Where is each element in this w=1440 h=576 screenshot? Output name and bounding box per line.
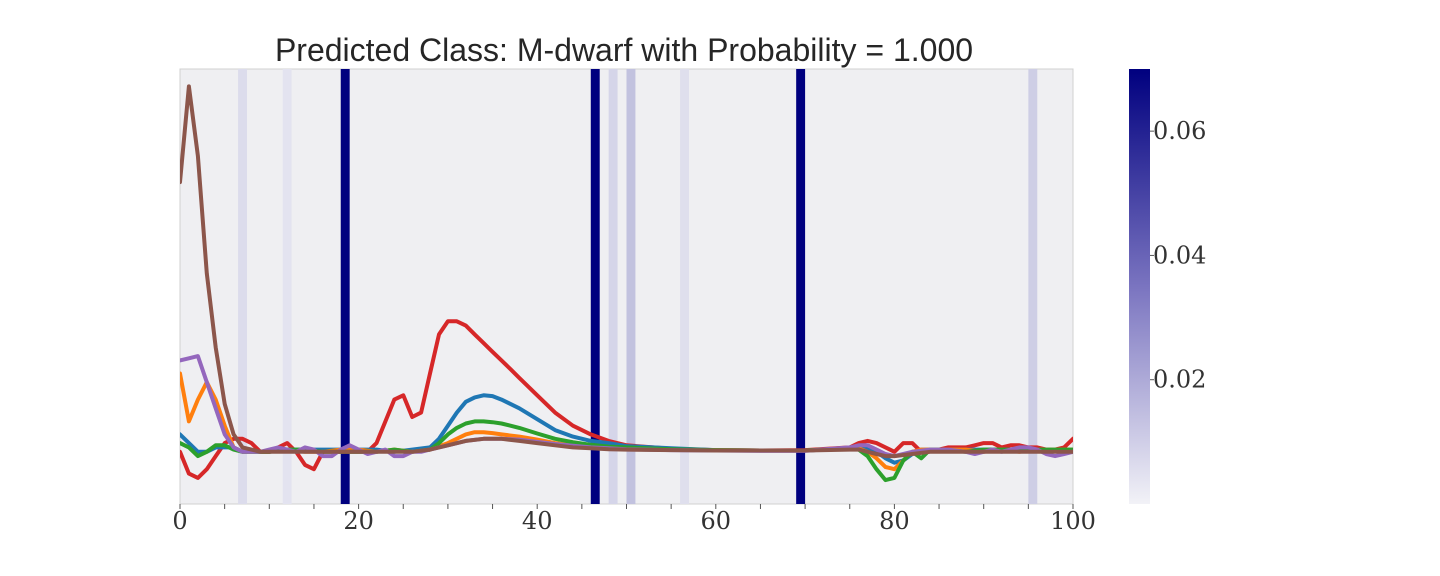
series-line-6: [180, 84, 1073, 459]
attention-band: [1028, 69, 1038, 504]
attention-band: [590, 69, 600, 504]
colorbar-tick-label: 0.04: [1153, 241, 1206, 269]
colorbar-tick-label: 0.02: [1153, 366, 1206, 394]
chart-title: Predicted Class: M-dwarf with Probabilit…: [275, 32, 973, 68]
x-tick-label: 20: [343, 507, 374, 535]
x-tick-label: 80: [879, 507, 910, 535]
x-tick-label: 60: [701, 507, 732, 535]
x-tick-label: 0: [172, 507, 187, 535]
attention-band: [626, 69, 636, 504]
attention-band: [796, 69, 806, 504]
attention-band: [238, 69, 247, 504]
attention-band: [608, 69, 618, 504]
x-tick-label: 100: [1050, 507, 1096, 535]
colorbar-ticks: 0.02 0.04 0.06: [1150, 117, 1206, 394]
attention-bands: [238, 69, 1038, 504]
x-axis: 0 20 40 60 80 100: [172, 504, 1096, 535]
series-lines: [180, 84, 1073, 483]
attention-band: [282, 69, 292, 504]
x-tick-label: 40: [522, 507, 553, 535]
series-line-1: [180, 319, 1073, 480]
attention-band: [680, 69, 690, 504]
attention-band: [340, 69, 350, 504]
colorbar: [1129, 69, 1150, 504]
colorbar-tick-label: 0.06: [1153, 117, 1206, 145]
